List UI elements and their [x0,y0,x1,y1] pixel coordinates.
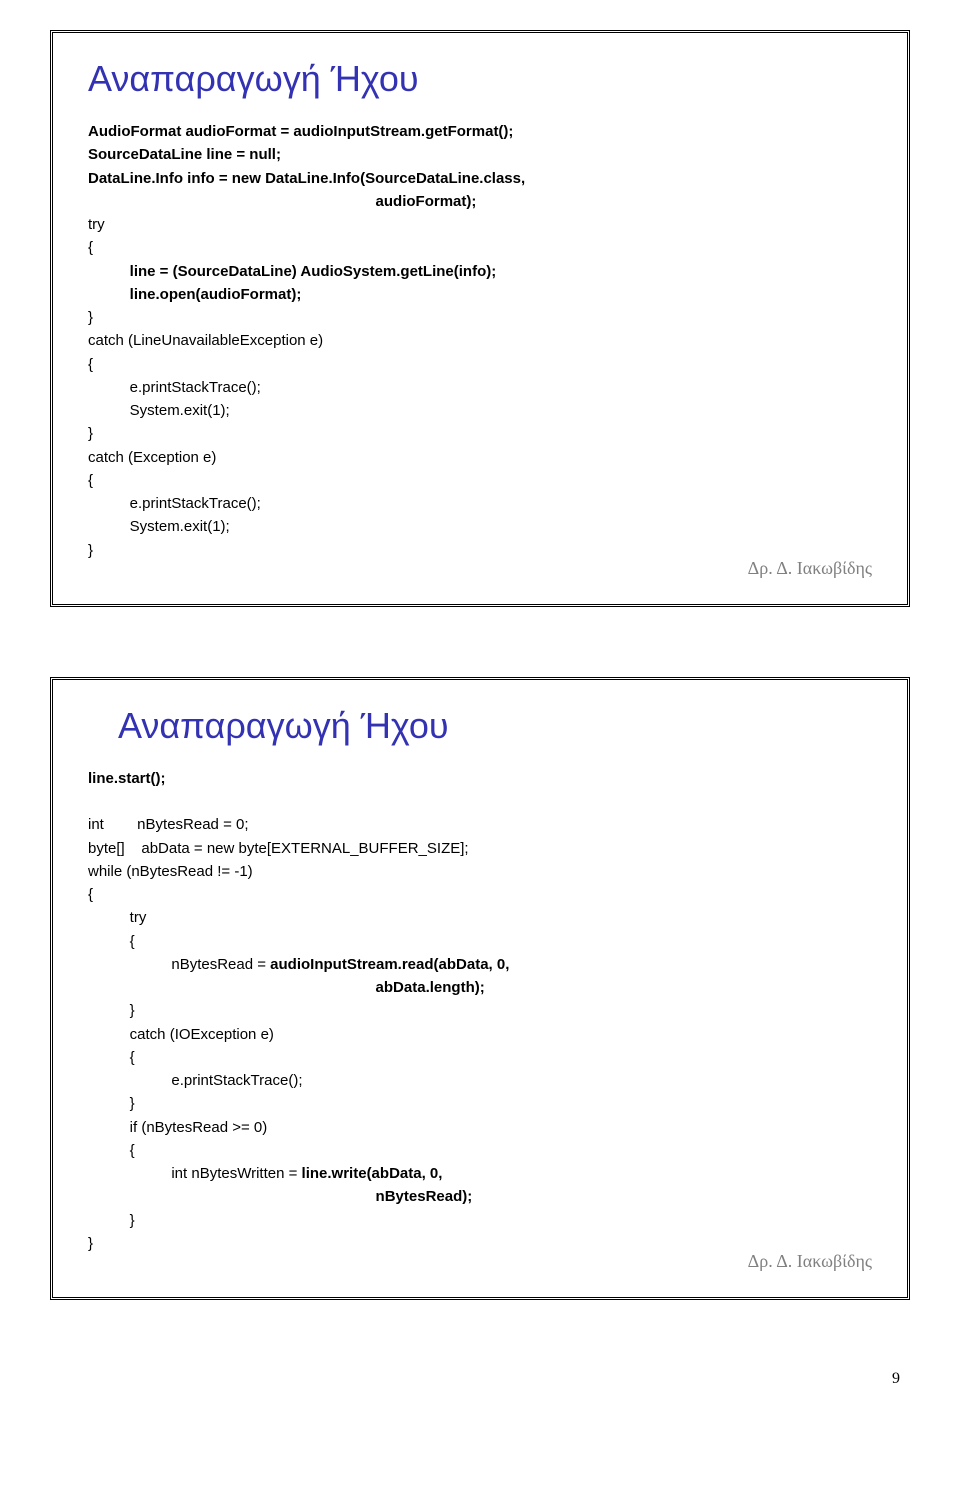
code-line: nBytesRead = [88,956,270,973]
code-line: SourceDataLine line = null; [88,146,281,163]
slide-1: Αναπαραγωγή Ήχου AudioFormat audioFormat… [50,30,910,607]
code-line: while (nBytesRead != -1) [88,863,253,880]
code-line: int nBytesWritten = [88,1165,302,1182]
code-line: System.exit(1); [88,402,230,419]
code-line: } [88,425,93,442]
code-line: line.write(abData, 0, [302,1165,443,1182]
code-line: catch (LineUnavailableException e) [88,332,323,349]
code-line: { [88,1049,135,1066]
page-number: 9 [50,1370,910,1388]
author-label: Δρ. Δ. Ιακωβίδης [88,1251,872,1272]
code-line: line.open(audioFormat); [88,286,301,303]
code-line: catch (IOException e) [88,1026,274,1043]
code-line: line.start(); [88,770,166,787]
code-line: System.exit(1); [88,518,230,535]
code-line: audioFormat); [88,193,476,210]
code-line: nBytesRead); [88,1188,472,1205]
code-line: e.printStackTrace(); [88,495,261,512]
code-line: line = (SourceDataLine) AudioSystem.getL… [88,263,496,280]
code-line: } [88,1002,135,1019]
code-line: try [88,216,105,233]
code-line: try [88,909,146,926]
slide-title: Αναπαραγωγή Ήχου [88,58,872,100]
code-line: int nBytesRead = 0; [88,816,249,833]
code-line: { [88,933,135,950]
code-line: if (nBytesRead >= 0) [88,1119,267,1136]
code-line: } [88,542,93,559]
code-line: catch (Exception e) [88,449,216,466]
code-line: abData.length); [88,979,485,996]
code-line: } [88,1095,135,1112]
code-line: } [88,1235,93,1252]
code-line: DataLine.Info info = new DataLine.Info(S… [88,170,525,187]
code-line: byte[] abData = new byte[EXTERNAL_BUFFER… [88,840,469,857]
code-block: line.start(); int nBytesRead = 0; byte[]… [88,767,872,1255]
slide-title: Αναπαραγωγή Ήχου [118,705,872,747]
code-block: AudioFormat audioFormat = audioInputStre… [88,120,872,562]
code-line: { [88,239,93,256]
code-line: e.printStackTrace(); [88,1072,303,1089]
code-line: AudioFormat audioFormat = audioInputStre… [88,123,513,140]
code-line: } [88,1212,135,1229]
code-line: { [88,356,93,373]
code-line: { [88,1142,135,1159]
code-line: } [88,309,93,326]
code-line: { [88,472,93,489]
author-label: Δρ. Δ. Ιακωβίδης [88,558,872,579]
slide-2: Αναπαραγωγή Ήχου line.start(); int nByte… [50,677,910,1300]
code-line: audioInputStream.read(abData, 0, [270,956,509,973]
code-line: e.printStackTrace(); [88,379,261,396]
code-line: { [88,886,93,903]
